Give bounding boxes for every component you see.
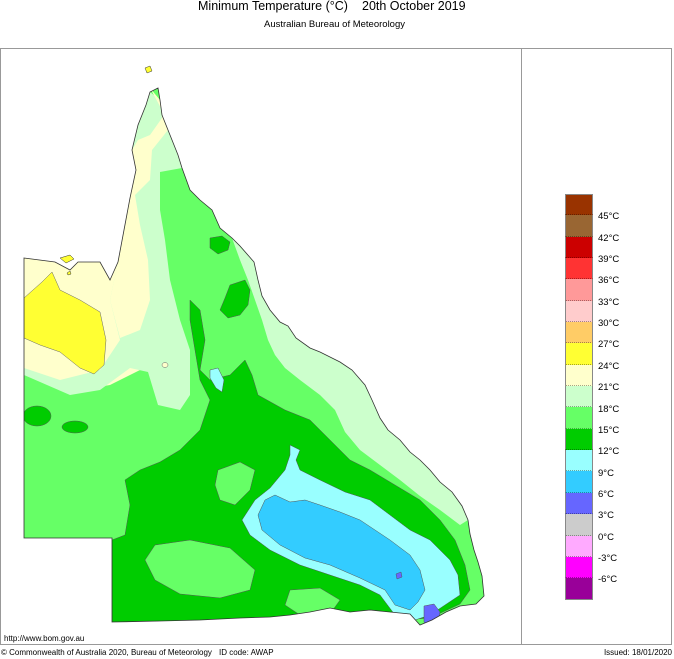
legend-band [565,258,593,280]
color-legend [565,194,593,600]
map-frame [0,48,672,645]
legend-label: 30°C [598,318,620,330]
legend-band [565,514,593,536]
legend-label: 36°C [598,275,620,287]
legend-band [565,471,593,493]
legend-label: 33°C [598,296,620,308]
legend-label: 24°C [598,360,620,372]
zone-24-27 [24,271,107,375]
island [59,254,75,264]
legend-label: 12°C [598,446,620,458]
legend-label: -3°C [598,552,618,564]
copyright-notice: © Commonwealth of Australia 2020, Bureau… [1,648,212,657]
legend-band [565,194,593,216]
legend-band [565,492,593,515]
legend-band [565,407,593,429]
legend-band [565,343,593,365]
source-url: http://www.bom.gov.au [4,634,85,643]
legend-band [565,215,593,237]
legend-label: 9°C [598,467,614,479]
zone-18-21-east [232,238,468,525]
queensland-temperature-map [23,65,485,626]
legend-label: 0°C [598,531,614,543]
zone-6-9 [257,494,426,611]
legend-label: 6°C [598,488,614,500]
legend-label: 39°C [598,254,620,266]
chart-title-bar: Minimum Temperature (°C) 20th October 20… [0,0,674,17]
legend-label: 45°C [598,211,620,223]
legend-label: 42°C [598,232,620,244]
legend-band [565,578,593,600]
chart-title: Minimum Temperature (°C) [198,0,348,13]
issued-date: Issued: 18/01/2020 [603,648,672,657]
legend-divider [521,48,522,645]
zone-21-24-cape [110,88,168,338]
legend-label: -6°C [598,574,618,586]
chart-date: 20th October 2019 [362,0,466,13]
state-border [23,87,485,626]
legend-label: 21°C [598,382,620,394]
legend-label: 27°C [598,339,620,351]
legend-band [565,364,593,387]
island [144,65,153,74]
chart-subtitle: Australian Bureau of Meteorology [264,19,405,30]
id-code: ID code: AWAP [219,648,274,657]
legend-label: 3°C [598,510,614,522]
legend-band [565,556,593,579]
legend-band [565,300,593,323]
legend-band [565,535,593,557]
legend-label: 15°C [598,424,620,436]
legend-band [565,386,593,408]
legend-band [565,279,593,301]
legend-band [565,450,593,472]
legend-band [565,322,593,344]
legend-band [565,236,593,259]
legend-band [565,428,593,451]
legend-label: 18°C [598,403,620,415]
